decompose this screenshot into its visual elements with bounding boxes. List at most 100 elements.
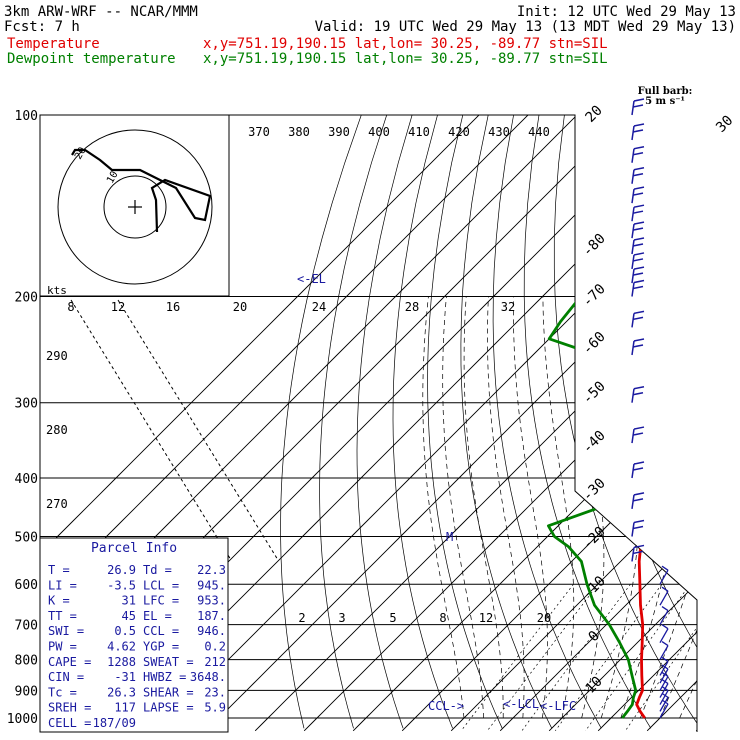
parcel-label: CAPE = <box>48 655 91 669</box>
wind-barb-staff <box>631 125 635 141</box>
wind-barb-staff <box>659 683 669 698</box>
dewpoint-location: x,y=751.19,190.15 lat,lon= 30.25, -89.77… <box>203 51 608 67</box>
wind-barb-staff <box>659 590 669 606</box>
wind-barb-flag <box>632 227 644 231</box>
wind-barb-flag <box>661 586 669 592</box>
wind-barb-staff <box>631 282 635 297</box>
wind-barb-staff <box>631 223 635 239</box>
moist-adiabat-line <box>442 296 484 719</box>
wind-barb-flag <box>661 656 669 662</box>
wind-barb-staff <box>631 388 635 403</box>
el-marker: <-EL <box>297 272 326 286</box>
wind-barb-flag <box>632 391 644 396</box>
init-time: Init: 12 UTC Wed 29 May 13 <box>517 4 736 20</box>
theta-label: 430 <box>488 125 510 139</box>
hodograph-speed-label: 20 <box>233 300 247 314</box>
plot-frame <box>40 114 698 732</box>
wind-barb-flag <box>632 272 644 276</box>
mixing-ratio-label: 5 <box>389 611 396 625</box>
wind-barb-flag <box>633 266 645 270</box>
mixing-ratio-label: 2 <box>298 611 305 625</box>
moist-adiabat-line <box>600 296 640 719</box>
wind-barb-staff <box>659 569 669 585</box>
wind-barb-staff <box>631 547 635 562</box>
temperature-axis-label: 30 <box>713 113 736 136</box>
parcel-value: 45 <box>122 609 136 623</box>
parcel-value: 187/09 <box>93 716 136 730</box>
dry-adiabat-line <box>583 115 697 729</box>
dry-adiabat-line <box>319 115 388 729</box>
parcel-value: -3.5 <box>107 578 136 592</box>
temperature-legend: Temperature <box>7 36 100 52</box>
theta-label: 280 <box>46 423 68 437</box>
wind-barb-flag <box>633 186 645 190</box>
parcel-value: 5.9 <box>204 701 226 715</box>
wind-barb-staff <box>659 668 669 684</box>
parcel-label: SWI = <box>48 624 84 638</box>
wind-barb-flag <box>633 310 645 315</box>
wind-barb-staff <box>631 100 635 116</box>
theta-label: 390 <box>328 125 350 139</box>
dry-adiabat-line <box>492 115 602 729</box>
lcl-marker: <-LCL <box>503 697 539 711</box>
wind-barb-staff <box>631 254 635 270</box>
parcel-value: 946. <box>197 624 226 638</box>
dry-adiabat-line <box>717 115 740 728</box>
wind-barb-staff <box>631 463 635 479</box>
parcel-value: 31 <box>122 594 136 608</box>
wind-barb-flag <box>632 467 644 471</box>
hodograph-trace <box>71 148 212 233</box>
barb-scale-title: Full barb: <box>638 86 693 97</box>
moist-adiabat-line <box>659 296 697 719</box>
wind-barb <box>631 385 645 403</box>
wind-barb-flag <box>632 525 644 530</box>
wind-barb-flag <box>633 204 645 208</box>
mixing-ratio-label: 3 <box>338 611 345 625</box>
isotherm-line <box>205 115 697 732</box>
moist-adiabat-line <box>542 296 575 719</box>
isotherm-line <box>499 115 697 732</box>
parcel-label: HWBZ = <box>143 670 186 684</box>
wind-barb-flag <box>633 426 645 430</box>
parcel-value: 0.2 <box>204 640 226 654</box>
parcel-value: 3648. <box>190 670 226 684</box>
theta-label: 270 <box>46 497 68 511</box>
parcel-label: EL = <box>143 609 172 623</box>
temperature-axis-label: -60 <box>580 329 609 358</box>
theta-label: 380 <box>288 125 310 139</box>
moist-adiabat-line <box>513 296 548 719</box>
wind-barb <box>631 186 645 204</box>
wind-barb-flag <box>633 146 645 150</box>
dry-adiabat-line <box>392 115 453 729</box>
wind-barb-staff <box>631 207 635 222</box>
wind-barb-flag <box>661 641 669 647</box>
hodograph-ring-inner <box>103 175 167 239</box>
theta-label: 400 <box>368 125 390 139</box>
forecast-hour: Fcst: 7 h <box>4 19 80 35</box>
wind-barb <box>631 237 645 255</box>
hodograph-ring-outer <box>57 129 213 285</box>
wind-barb-staff <box>631 239 635 255</box>
wind-barb-flag <box>632 243 644 247</box>
dry-adiabat-line <box>553 115 697 729</box>
wind-barb-flag <box>632 129 644 133</box>
wind-barb-flag <box>633 519 645 524</box>
parcel-label: SWEAT = <box>143 655 194 669</box>
wind-barb <box>631 266 645 284</box>
wind-barb <box>631 279 645 297</box>
theta-label: 440 <box>528 125 550 139</box>
isotherm-line <box>40 115 480 732</box>
speed-scale-line <box>70 299 232 561</box>
parcel-label: LAPSE = <box>143 701 194 715</box>
wind-barb-flag <box>632 152 644 156</box>
dry-adiabat-line <box>611 115 697 729</box>
wind-barb <box>659 565 669 585</box>
wind-barb-staff <box>631 169 635 184</box>
wind-barb <box>659 624 669 643</box>
hodograph-ring-label: 10 <box>105 170 121 186</box>
wind-barb <box>659 641 669 660</box>
hodograph-speed-label: 12 <box>111 300 125 314</box>
temperature-axis-label: -40 <box>580 428 609 457</box>
wind-barb-flag <box>661 565 669 571</box>
wind-barb-flag <box>661 624 669 630</box>
